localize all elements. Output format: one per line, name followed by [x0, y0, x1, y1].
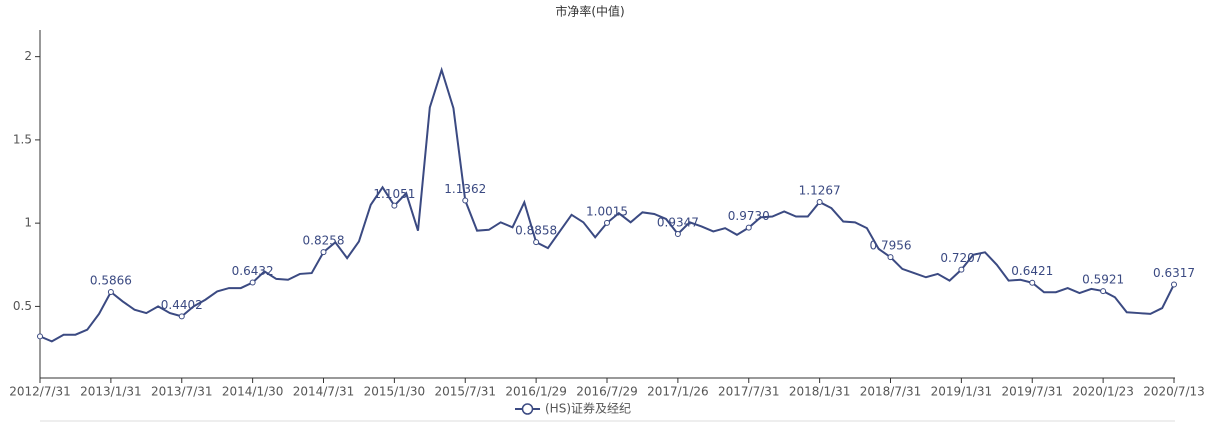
x-tick-label: 2012/7/31 — [9, 385, 71, 399]
point — [107, 288, 114, 295]
x-tick-label: 2015/7/31 — [434, 385, 496, 399]
point — [1100, 288, 1107, 295]
point — [320, 249, 327, 256]
x-tick-label: 2014/7/31 — [293, 385, 355, 399]
point — [604, 219, 610, 226]
legend-symbol — [521, 403, 534, 415]
data-label: 0.9347 — [657, 216, 699, 230]
point — [887, 254, 894, 261]
legend-label: (HS)证券及经纪 — [545, 401, 631, 416]
data-label: 0.9730 — [728, 209, 770, 223]
data-label: 0.6317 — [1153, 266, 1195, 280]
x-tick-label: 2013/1/31 — [80, 385, 142, 399]
y-tick-label: 1.5 — [13, 132, 32, 146]
point — [249, 279, 256, 286]
point — [533, 239, 540, 246]
x-tick-label: 2017/7/31 — [718, 385, 780, 399]
x-tick-label: 2019/1/31 — [931, 385, 993, 399]
x-tick-label: 2014/1/30 — [222, 385, 284, 399]
x-tick-label: 2017/1/26 — [647, 385, 709, 399]
point — [816, 199, 823, 206]
point — [958, 266, 965, 273]
point — [674, 231, 681, 238]
chart-title: 市净率(中值) — [555, 4, 624, 19]
data-label: 0.8258 — [303, 234, 345, 248]
data-label: 0.6432 — [232, 264, 274, 278]
x-tick-label: 2020/1/23 — [1072, 385, 1134, 399]
data-label: 1.0015 — [586, 204, 628, 218]
point — [1171, 281, 1177, 288]
x-tick-label: 2016/7/29 — [576, 385, 638, 399]
x-tick-label: 2018/7/31 — [860, 385, 922, 399]
data-label: 1.1051 — [373, 187, 415, 201]
data-label: 0.4402 — [161, 298, 203, 312]
point — [1029, 279, 1036, 286]
point — [391, 202, 398, 209]
x-tick-label: 2015/1/30 — [364, 385, 426, 399]
data-label: 0.7207 — [940, 251, 982, 265]
data-label: 0.7956 — [870, 239, 912, 253]
data-label: 0.5921 — [1082, 273, 1124, 287]
y-tick-label: 2 — [24, 49, 32, 63]
data-label: 0.5866 — [90, 273, 132, 287]
point — [462, 197, 469, 204]
point — [178, 313, 185, 320]
data-label: 1.1267 — [799, 184, 841, 198]
data-label: 1.1362 — [444, 182, 486, 196]
x-tick-label: 2016/1/29 — [505, 385, 567, 399]
point — [37, 333, 43, 340]
x-tick-label: 2019/7/31 — [1001, 385, 1063, 399]
data-label: 0.8858 — [515, 224, 557, 238]
y-tick-label: 1 — [24, 216, 32, 230]
x-tick-label: 2020/7/13 — [1143, 385, 1205, 399]
point — [745, 224, 752, 231]
data-label: 0.6421 — [1011, 264, 1053, 278]
y-tick-label: 0.5 — [13, 299, 32, 313]
x-tick-label: 2013/7/31 — [151, 385, 213, 399]
x-tick-label: 2018/1/31 — [789, 385, 851, 399]
